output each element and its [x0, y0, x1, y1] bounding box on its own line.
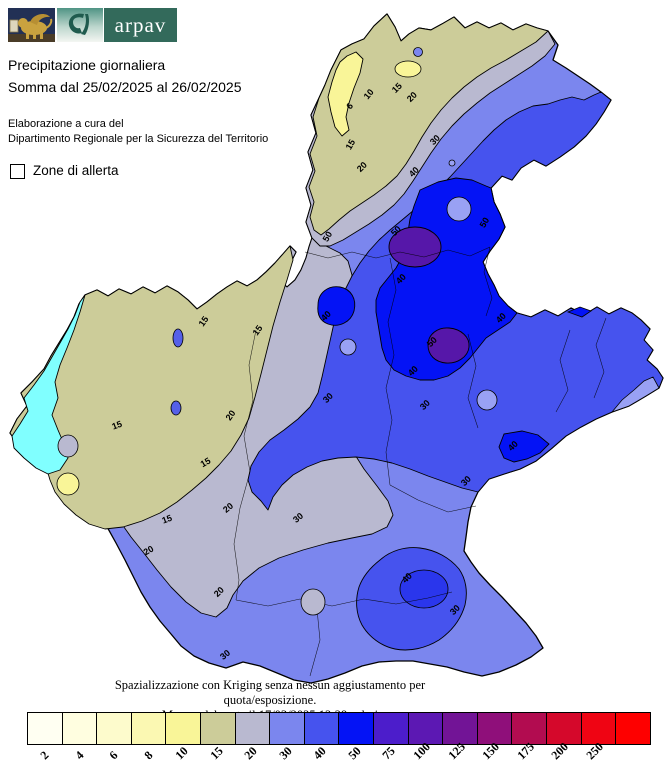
zone-allerta-label: Zone di allerta: [33, 163, 119, 178]
legend-color-box: [580, 712, 617, 745]
zone-precip-40-50-west-blob: [317, 286, 356, 326]
lion-tail: [45, 18, 53, 29]
legend-color-box: [130, 712, 167, 745]
zone-precip-8-10-north: [327, 51, 364, 137]
zone-precip-40-50-lobe-top: [566, 306, 592, 318]
arpav-symbol-logo: [57, 8, 103, 42]
color-scale-legend: [27, 712, 651, 745]
lake-garda: [11, 294, 86, 475]
arpav-wordmark: arpav: [104, 8, 177, 42]
legend-color-box: [407, 712, 444, 745]
zone-precip-50-75-blob2: [427, 327, 470, 364]
book-icon: [9, 19, 19, 33]
legend-color-box: [338, 712, 374, 745]
legend-color-box: [511, 712, 547, 745]
legend-color-box: [372, 712, 409, 745]
zone-precip-10-15-north: [308, 13, 549, 236]
contour-label: 10: [362, 87, 376, 101]
caption-line1: Spazializzazione con Kriging senza nessu…: [114, 678, 426, 707]
map-spot: [339, 338, 357, 356]
legend-color-box: [27, 712, 63, 745]
regione-veneto-lion-logo: [8, 8, 55, 42]
contour-label: 6: [344, 101, 355, 111]
map-spot: [56, 472, 80, 496]
map-spot: [57, 434, 79, 458]
contour-label: 15: [161, 513, 174, 526]
map-spot: [300, 588, 326, 616]
contour-label: 15: [344, 138, 358, 152]
date-range: Somma dal 25/02/2025 al 26/02/2025: [8, 79, 242, 95]
contour-label: 15: [111, 419, 124, 432]
map-spot: [413, 47, 423, 57]
contour-label: 15: [197, 314, 211, 328]
map-spot: [170, 400, 182, 416]
province-boundaries: [233, 246, 607, 677]
contour-label: 30: [291, 511, 305, 525]
subtitle-line2: Dipartimento Regionale per la Sicurezza …: [8, 133, 269, 145]
map-spot: [172, 328, 184, 348]
map-spot: [476, 389, 498, 411]
zone-allerta-checkbox[interactable]: [10, 164, 25, 179]
zone-precip-10-15-west: [9, 245, 294, 530]
contour-label: 30: [218, 648, 232, 662]
lion-wing: [30, 14, 50, 25]
legend-color-box: [165, 712, 201, 745]
map-spot: [446, 196, 472, 222]
contour-label: 20: [224, 408, 238, 422]
subtitle-line1: Elaborazione a cura del: [8, 118, 124, 130]
legend-color-box: [96, 712, 132, 745]
station-spots: [56, 47, 498, 616]
map-spot: [394, 60, 422, 78]
legend-color-box: [615, 712, 651, 745]
legend-color-box: [61, 712, 98, 745]
map-spot: [448, 159, 456, 167]
contour-label: 20: [221, 501, 235, 515]
legend-color-box: [199, 712, 236, 745]
zone-precip-40-50-coast: [498, 430, 550, 463]
contour-label: 15: [251, 323, 265, 337]
zone-precip-20-30-east-tip: [610, 376, 660, 413]
contour-label: 50: [478, 216, 492, 230]
legend-color-box: [545, 712, 582, 745]
arpav-glyph: [68, 13, 84, 34]
legend-color-box: [476, 712, 513, 745]
legend-color-box: [269, 712, 305, 745]
zone-precip-50-75-blob1: [388, 226, 442, 268]
contour-label: 20: [142, 544, 156, 558]
contour-label: 15: [199, 456, 213, 470]
zone-precip-40-south-core: [399, 569, 449, 609]
legend-color-box: [442, 712, 478, 745]
contour-label: 50: [321, 230, 335, 244]
header: arpav: [8, 8, 177, 42]
legend-color-box: [234, 712, 271, 745]
legend-color-box: [303, 712, 340, 745]
page-title: Precipitazione giornaliera: [8, 57, 166, 73]
